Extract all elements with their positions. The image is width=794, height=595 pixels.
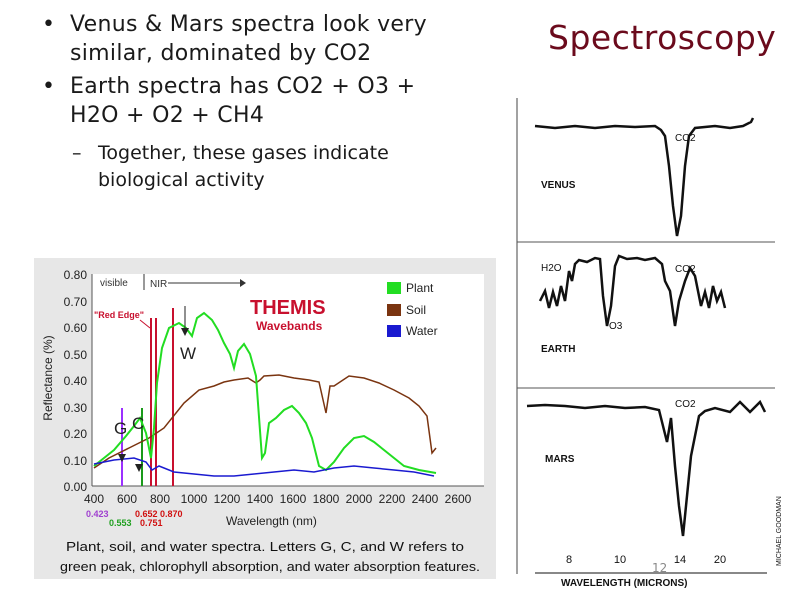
earth-spectrum xyxy=(538,254,727,327)
x-tick-label: 2400 xyxy=(412,492,439,506)
y-tick-labels: 0.80 0.70 0.60 0.50 0.40 0.30 0.20 0.10 … xyxy=(64,268,88,494)
figure-caption-line-1: Plant, soil, and water spectra. Letters … xyxy=(66,539,464,554)
planet-x-tick-label: 14 xyxy=(674,554,686,566)
nir-arrow-head xyxy=(240,279,246,287)
planet-x-tick-label: 8 xyxy=(566,554,572,566)
y-tick-label: 0.70 xyxy=(64,295,88,309)
legend-swatch-plant xyxy=(387,282,401,294)
bullet-dot: • xyxy=(42,12,56,37)
nir-region-label: NIR xyxy=(150,279,167,290)
bullet-venus-mars: • Venus & Mars spectra look very similar… xyxy=(30,10,470,68)
x-tick-label: 1800 xyxy=(313,492,340,506)
sub-bullet-dash: – xyxy=(72,142,82,164)
figure-caption-line-2: green peak, chlorophyll absorption, and … xyxy=(60,559,480,574)
x-tick-label: 2000 xyxy=(346,492,373,506)
x-tick-label: 600 xyxy=(117,492,137,506)
sub-bullet-biology: – Together, these gases indicate biologi… xyxy=(30,140,470,194)
red-edge-pointer xyxy=(139,319,151,329)
plant-spectrum xyxy=(93,311,437,474)
venus-spectrum xyxy=(534,117,755,237)
y-tick-label: 0.40 xyxy=(64,374,88,388)
planet-x-axis-label: WAVELENGTH (MICRONS) xyxy=(561,578,687,588)
earth-h2o-label: H2O xyxy=(541,263,562,274)
themis-subtitle: Wavebands xyxy=(256,319,323,333)
x-tick-label: 2600 xyxy=(445,492,472,506)
band-label-751: 0.751 xyxy=(140,518,163,528)
g-arrow-head xyxy=(118,454,126,462)
x-tick-labels: 400 600 800 1000 1200 1400 1600 1800 200… xyxy=(84,492,472,506)
visible-region-label: visible xyxy=(100,278,128,289)
x-axis-label: Wavelength (nm) xyxy=(226,514,317,528)
figure-credit: MICHAEL GOODMAN xyxy=(776,496,783,566)
band-label-423: 0.423 xyxy=(86,509,109,519)
y-tick-label: 0.00 xyxy=(64,480,88,494)
legend-swatch-water xyxy=(387,325,401,337)
bullet-dot: • xyxy=(42,74,56,99)
feature-letter-c: C xyxy=(132,414,144,433)
themis-plot-svg: 0.80 0.70 0.60 0.50 0.40 0.30 0.20 0.10 … xyxy=(41,268,484,574)
bullet-list: • Venus & Mars spectra look very similar… xyxy=(30,10,470,194)
soil-spectrum xyxy=(93,374,437,469)
mars-spectrum xyxy=(526,399,767,537)
bullet-text: Earth spectra has CO2 + O3 + H2O + O2 + … xyxy=(70,74,416,128)
bullet-text: Venus & Mars spectra look very similar, … xyxy=(70,12,427,66)
earth-label: EARTH xyxy=(541,344,575,355)
legend-swatch-soil xyxy=(387,304,401,316)
band-label-652: 0.652 xyxy=(135,509,158,519)
x-tick-label: 2200 xyxy=(379,492,406,506)
feature-letter-g: G xyxy=(114,419,127,438)
x-tick-label: 800 xyxy=(150,492,170,506)
c-arrow-head xyxy=(135,464,143,472)
y-tick-label: 0.60 xyxy=(64,321,88,335)
feature-letter-w: W xyxy=(180,344,196,363)
planet-spectra-svg: VENUS CO2 H2O CO2 O3 EARTH CO2 MARS 8 10… xyxy=(516,98,783,588)
earth-co2-label: CO2 xyxy=(675,264,696,275)
x-tick-label: 400 xyxy=(84,492,104,506)
y-tick-label: 0.80 xyxy=(64,268,88,282)
venus-co2-label: CO2 xyxy=(675,133,696,144)
y-tick-label: 0.10 xyxy=(64,454,88,468)
themis-reflectance-figure: 0.80 0.70 0.60 0.50 0.40 0.30 0.20 0.10 … xyxy=(34,258,496,579)
planet-x-tick-label: 10 xyxy=(614,554,626,566)
mars-label: MARS xyxy=(545,454,575,465)
red-edge-label: "Red Edge" xyxy=(94,310,144,320)
x-tick-label: 1600 xyxy=(280,492,307,506)
y-tick-label: 0.30 xyxy=(64,401,88,415)
earth-o3-label: O3 xyxy=(609,321,623,332)
sub-bullet-text: Together, these gases indicate biologica… xyxy=(98,142,389,191)
legend-label-plant: Plant xyxy=(406,281,434,295)
mars-co2-label: CO2 xyxy=(675,399,696,410)
band-label-870: 0.870 xyxy=(160,509,183,519)
legend-label-water: Water xyxy=(406,324,438,338)
page-number: 12 xyxy=(652,561,668,575)
band-label-553: 0.553 xyxy=(109,518,132,528)
x-tick-label: 1000 xyxy=(181,492,208,506)
y-axis-label: Reflectance (%) xyxy=(41,335,55,420)
planet-x-tick-labels: 8 10 14 20 xyxy=(566,554,726,566)
bullet-earth: • Earth spectra has CO2 + O3 + H2O + O2 … xyxy=(30,72,470,130)
venus-label: VENUS xyxy=(541,180,576,191)
slide-title: Spectroscopy xyxy=(548,18,777,57)
legend-label-soil: Soil xyxy=(406,303,426,317)
y-tick-label: 0.50 xyxy=(64,348,88,362)
water-spectrum xyxy=(93,457,435,477)
planet-spectra-figure: VENUS CO2 H2O CO2 O3 EARTH CO2 MARS 8 10… xyxy=(515,96,787,588)
w-arrow-head xyxy=(181,328,189,336)
x-tick-label: 1400 xyxy=(247,492,274,506)
x-tick-label: 1200 xyxy=(214,492,241,506)
themis-title: THEMIS xyxy=(250,297,326,319)
y-tick-label: 0.20 xyxy=(64,427,88,441)
planet-x-tick-label: 20 xyxy=(714,554,726,566)
